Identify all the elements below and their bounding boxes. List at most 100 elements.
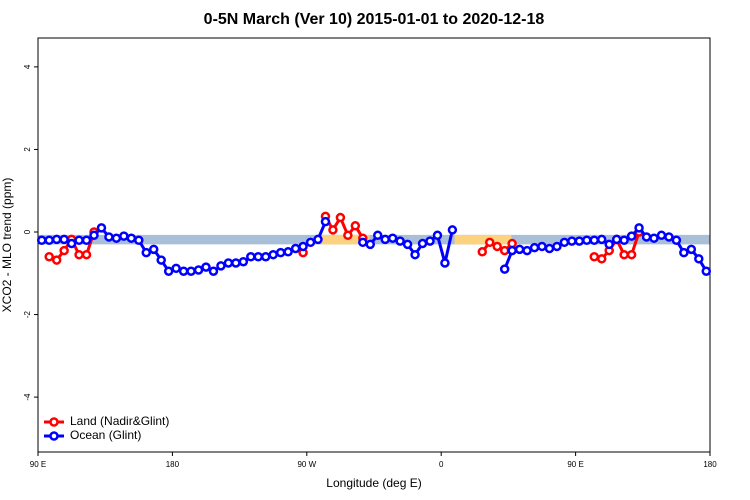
point: [447, 225, 458, 235]
point: [567, 236, 577, 246]
point: [499, 264, 510, 274]
point: [186, 266, 196, 276]
y-tick-label: 4: [23, 64, 32, 69]
point: [253, 252, 264, 262]
point: [156, 255, 166, 265]
legend-label: Land (Nadir&Glint): [70, 414, 169, 428]
point: [484, 237, 495, 248]
point: [634, 223, 644, 233]
point: [395, 236, 405, 246]
point: [51, 234, 62, 245]
point: [365, 239, 376, 250]
point: [425, 236, 435, 246]
chart-title: 0-5N March (Ver 10) 2015-01-01 to 2020-1…: [204, 11, 545, 28]
point: [417, 238, 428, 249]
point: [74, 249, 84, 260]
point: [81, 235, 92, 246]
y-tick-label: 2: [23, 147, 32, 152]
point: [59, 245, 69, 256]
point: [89, 230, 99, 241]
point: [193, 265, 204, 275]
point: [268, 249, 278, 260]
point: [694, 254, 704, 264]
point: [514, 244, 525, 255]
point: [298, 241, 308, 252]
point: [619, 249, 629, 260]
point: [36, 235, 47, 246]
point: [537, 241, 547, 252]
point: [611, 234, 622, 245]
point: [559, 237, 570, 248]
point: [44, 252, 54, 262]
point: [44, 235, 54, 246]
point: [671, 235, 682, 246]
point: [372, 230, 383, 241]
point: [141, 247, 152, 258]
point: [111, 233, 122, 243]
point: [246, 252, 256, 262]
point: [134, 235, 144, 246]
x-tick-label: 90 E: [30, 460, 46, 469]
y-tick-label: -2: [23, 310, 32, 318]
point: [223, 258, 234, 268]
point: [522, 245, 532, 256]
point: [275, 247, 286, 258]
point: [59, 234, 69, 245]
point: [231, 258, 241, 268]
point: [552, 241, 562, 252]
point: [66, 238, 77, 249]
point: [492, 241, 502, 252]
point: [350, 221, 361, 231]
point: [507, 245, 517, 256]
point: [589, 252, 600, 262]
legend-label: Ocean (Glint): [70, 428, 141, 442]
point: [529, 242, 540, 253]
point: [119, 231, 129, 241]
point: [387, 233, 398, 243]
point: [335, 212, 346, 223]
point: [216, 261, 226, 271]
point: [260, 252, 271, 262]
point: [679, 247, 689, 258]
y-tick-label: 0: [23, 229, 32, 234]
point: [51, 255, 62, 265]
point: [626, 249, 637, 260]
y-tick-label: -4: [23, 393, 32, 401]
point: [686, 244, 697, 255]
x-tick-label: 180: [166, 460, 180, 469]
point: [582, 235, 592, 246]
point: [432, 230, 443, 241]
point: [626, 231, 637, 241]
point: [596, 234, 607, 245]
point: [126, 233, 137, 243]
point: [574, 236, 585, 246]
point: [104, 232, 114, 242]
point: [641, 232, 652, 242]
point: [358, 237, 368, 248]
x-tick-label: 180: [703, 460, 717, 469]
point: [74, 235, 84, 246]
point: [664, 232, 674, 242]
point: [402, 239, 413, 250]
x-tick-label: 90 W: [297, 460, 316, 469]
legend-marker: [49, 417, 59, 427]
point: [320, 216, 331, 227]
x-tick-label: 0: [439, 460, 444, 469]
point: [596, 254, 607, 264]
point: [148, 244, 159, 255]
y-axis-label: XCO2 - MLO trend (ppm): [0, 178, 14, 313]
x-axis-label: Longitude (deg E): [326, 476, 421, 490]
point: [313, 234, 323, 245]
band: [454, 234, 512, 245]
point: [380, 234, 390, 245]
point: [238, 256, 249, 267]
point: [604, 239, 614, 250]
point: [81, 249, 92, 260]
point: [440, 258, 450, 268]
point: [477, 247, 488, 257]
point: [305, 237, 316, 248]
point: [201, 262, 211, 272]
point: [701, 266, 712, 276]
legend-marker: [49, 431, 59, 441]
